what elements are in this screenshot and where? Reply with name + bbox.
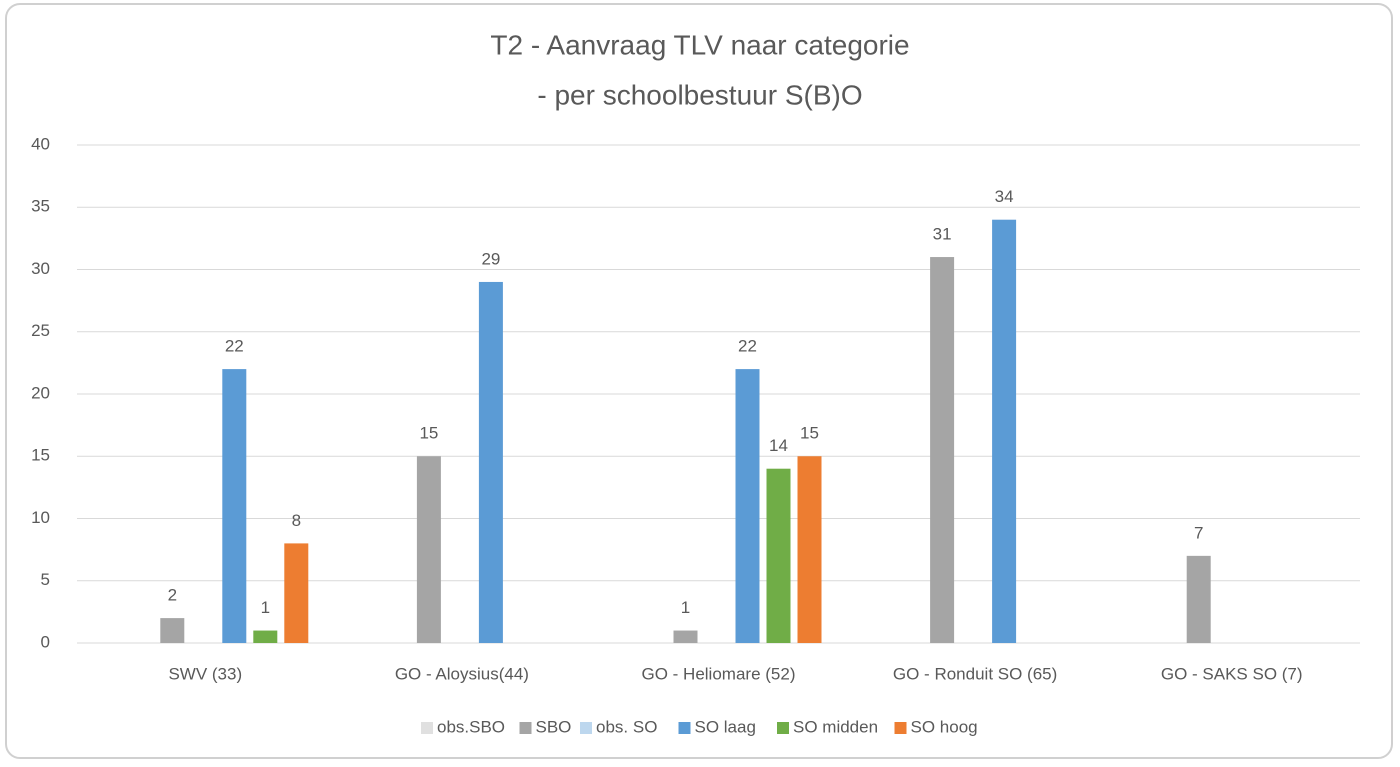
bar: [160, 618, 185, 643]
legend-swatch: [777, 722, 789, 734]
data-label: 8: [292, 511, 301, 530]
legend-label: SO midden: [793, 717, 878, 736]
data-label: 1: [261, 598, 270, 617]
bar: [253, 630, 278, 643]
x-tick-label: GO - Ronduit SO (65): [893, 664, 1057, 683]
chart-title: T2 - Aanvraag TLV naar categorie: [490, 29, 909, 60]
legend-swatch: [519, 722, 532, 734]
legend-label: obs. SO: [596, 717, 657, 736]
legend-swatch: [894, 722, 907, 734]
y-tick-label: 35: [31, 197, 50, 216]
bar: [416, 456, 441, 643]
y-tick-label: 25: [31, 321, 50, 340]
data-label: 15: [800, 424, 819, 443]
bar: [1186, 555, 1211, 643]
data-label: 31: [933, 225, 952, 244]
legend-swatch: [678, 722, 691, 734]
bar: [284, 543, 309, 643]
legend-swatch: [421, 722, 433, 734]
chart-border: [5, 3, 1393, 759]
bar: [673, 630, 698, 643]
y-tick-label: 15: [31, 446, 50, 465]
data-label: 29: [481, 249, 500, 268]
legend-label: obs.SBO: [437, 717, 505, 736]
legend-label: SO hoog: [911, 717, 978, 736]
y-tick-label: 20: [31, 383, 50, 402]
x-tick-label: GO - Heliomare (52): [642, 664, 796, 683]
y-tick-label: 30: [31, 259, 50, 278]
data-label: 2: [168, 586, 177, 605]
chart-subtitle: - per schoolbestuur S(B)O: [537, 79, 862, 110]
data-label: 1: [681, 598, 690, 617]
y-tick-label: 10: [31, 508, 50, 527]
bar: [992, 219, 1017, 643]
legend-label: SO laag: [695, 717, 756, 736]
legend-label: SBO: [536, 717, 572, 736]
y-tick-label: 40: [31, 134, 50, 153]
data-label: 22: [738, 337, 757, 356]
x-tick-label: GO - SAKS SO (7): [1161, 664, 1303, 683]
y-tick-label: 0: [41, 632, 50, 651]
x-tick-label: GO - Aloysius(44): [395, 664, 529, 683]
bar: [930, 257, 955, 643]
data-label: 7: [1194, 523, 1203, 542]
bar: [766, 468, 791, 643]
legend-swatch: [580, 722, 592, 734]
data-label: 34: [995, 187, 1014, 206]
x-tick-label: SWV (33): [168, 664, 242, 683]
bar: [797, 456, 822, 643]
bar: [222, 369, 247, 643]
data-label: 22: [225, 337, 244, 356]
data-label: 14: [769, 436, 788, 455]
bar: [478, 281, 503, 643]
data-label: 15: [419, 424, 438, 443]
y-tick-label: 5: [41, 570, 50, 589]
bar: [735, 369, 760, 643]
